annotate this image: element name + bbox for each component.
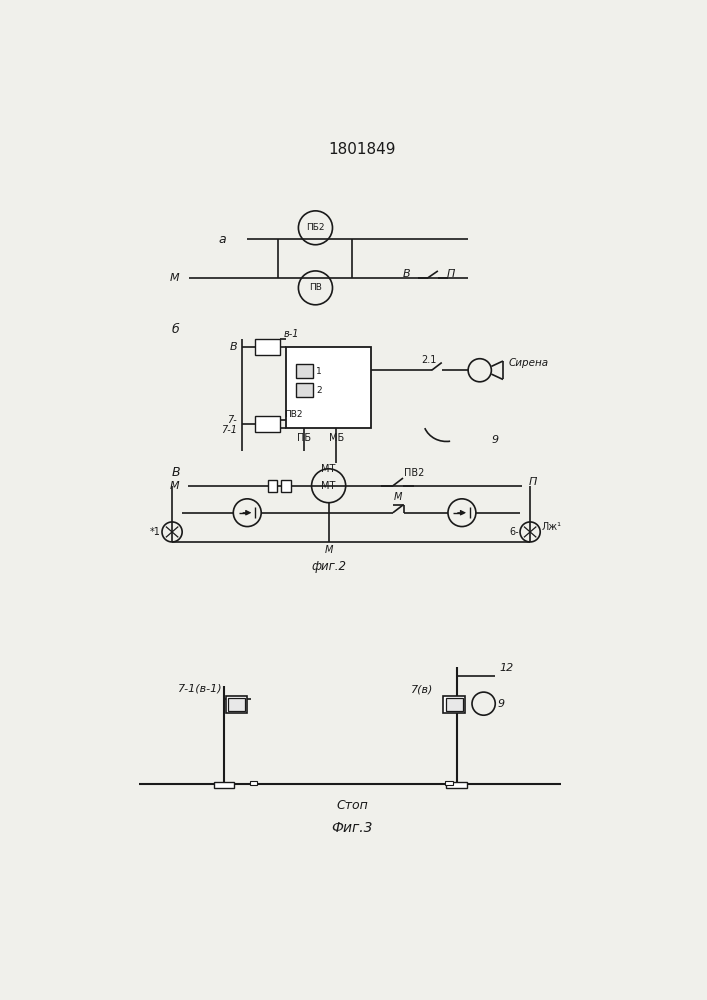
Text: ПБ2: ПБ2: [306, 223, 325, 232]
Text: ПВ2: ПВ2: [404, 468, 424, 478]
Text: б: б: [172, 323, 180, 336]
Bar: [281, 480, 291, 492]
Text: 7-1: 7-1: [221, 425, 237, 435]
Text: 7-: 7-: [228, 415, 237, 425]
Text: М: М: [325, 545, 333, 555]
Bar: [296, 383, 313, 397]
Text: В: В: [230, 342, 237, 352]
Text: МТ: МТ: [322, 481, 336, 491]
Text: фиг.2: фиг.2: [311, 560, 346, 573]
Text: МТ: МТ: [322, 464, 336, 474]
Text: Фиг.3: Фиг.3: [331, 821, 373, 835]
Text: а: а: [218, 233, 226, 246]
Text: 2.1: 2.1: [421, 355, 437, 365]
Bar: [268, 480, 277, 492]
Text: 7(в): 7(в): [411, 685, 433, 695]
Text: М: М: [395, 492, 402, 502]
Text: В: В: [172, 466, 181, 479]
Bar: [296, 364, 313, 378]
Bar: [443, 696, 465, 713]
Text: в-1: в-1: [284, 329, 299, 339]
Text: 1801849: 1801849: [328, 142, 396, 157]
Text: ПВ: ПВ: [309, 283, 322, 292]
Text: М: М: [170, 273, 180, 283]
Bar: [214, 782, 234, 788]
Text: Сирена: Сирена: [508, 358, 549, 368]
Text: Лж¹: Лж¹: [542, 522, 562, 532]
Bar: [255, 339, 280, 355]
Text: *1: *1: [150, 527, 160, 537]
Text: 9: 9: [491, 435, 498, 445]
Bar: [228, 698, 245, 711]
Bar: [445, 698, 462, 711]
Bar: [446, 782, 467, 788]
Text: ПВ2: ПВ2: [284, 410, 302, 419]
Text: 9: 9: [498, 699, 505, 709]
Text: ПБ: ПБ: [297, 433, 311, 443]
Text: Стоп: Стоп: [336, 799, 368, 812]
Text: 7-1(в-1): 7-1(в-1): [177, 683, 222, 693]
Text: 12: 12: [499, 663, 513, 673]
Bar: [445, 781, 452, 785]
Text: П: П: [447, 269, 455, 279]
Text: М: М: [170, 481, 180, 491]
Bar: [286, 347, 371, 428]
Text: 6-: 6-: [510, 527, 519, 537]
Text: 2: 2: [317, 386, 322, 395]
Bar: [250, 781, 257, 785]
Text: 1: 1: [317, 367, 322, 376]
Text: В: В: [402, 269, 410, 279]
Bar: [226, 696, 247, 713]
Bar: [255, 416, 280, 432]
Text: П: П: [529, 477, 537, 487]
Text: МБ: МБ: [329, 433, 344, 443]
